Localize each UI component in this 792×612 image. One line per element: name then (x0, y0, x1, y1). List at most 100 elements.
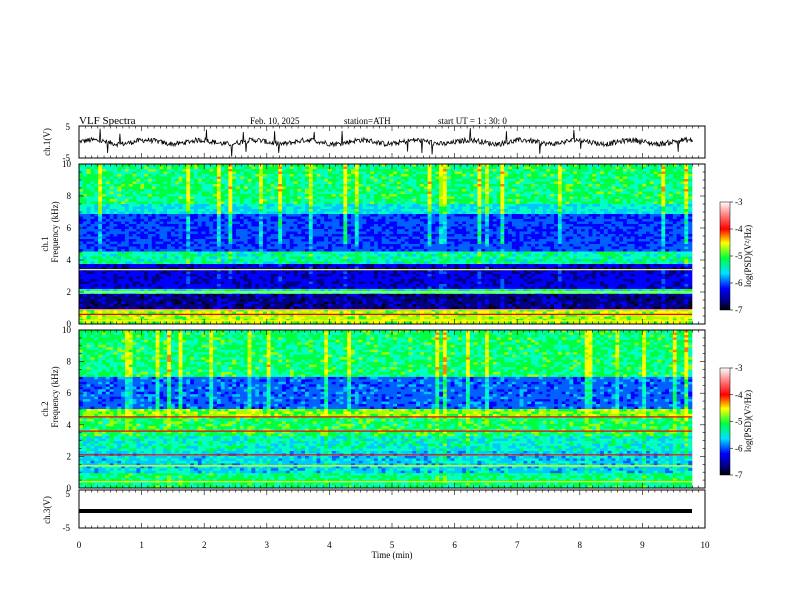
spectrogram-cell (649, 191, 654, 195)
spectrogram-cell (669, 224, 674, 227)
spectrogram-cell (159, 169, 164, 172)
spectrogram-cell (665, 196, 670, 200)
spectrogram-cell (649, 171, 654, 175)
spectrogram-cell (569, 179, 574, 182)
spectrogram-cell (82, 229, 87, 232)
spectrogram-cell (634, 209, 639, 212)
spectrogram-cell (550, 174, 555, 177)
spectrogram-cell (542, 164, 547, 167)
spectrogram-cell (163, 169, 168, 172)
spectrogram-cell (600, 176, 605, 180)
spectrogram-cell (573, 219, 578, 222)
spectrogram-cell (124, 211, 130, 215)
spectrogram-cell (155, 189, 160, 192)
spectrogram-cell (615, 181, 620, 185)
spectrogram-cell (201, 229, 206, 232)
spectrogram-cell (408, 174, 413, 177)
spectrogram-cell (224, 219, 229, 222)
spectrogram-cell (255, 209, 260, 212)
spectrogram-cell (170, 221, 176, 225)
spectrogram-cell (454, 239, 459, 242)
spectrogram-cell (358, 211, 363, 215)
spectrogram-cell (488, 191, 494, 195)
spectrogram-cell (500, 221, 505, 225)
spectrogram-cell (297, 174, 302, 177)
spectrogram-cell (442, 174, 448, 177)
spectrogram-cell (320, 204, 325, 207)
spectrogram-cell (638, 211, 643, 215)
spectrogram-cell (649, 176, 654, 180)
spectrogram-cell (301, 221, 306, 225)
spectrogram-cell (554, 201, 559, 205)
spectrogram-cell (630, 181, 635, 185)
spectrogram-cell (611, 201, 616, 205)
spectrogram-cell (213, 191, 218, 195)
spectrogram-cell (469, 209, 474, 212)
spectrogram-cell (354, 229, 359, 232)
spectrogram-cell (511, 189, 517, 192)
spectrogram-cell (328, 186, 333, 190)
spectrogram-cell (416, 191, 421, 195)
spectrogram-cell (132, 229, 137, 232)
spectrogram-cell (488, 164, 494, 167)
spectrogram-cell (335, 226, 340, 230)
spectrogram-cell (186, 219, 191, 222)
spectrogram-cell (205, 189, 210, 192)
spectrogram-cell (442, 204, 448, 207)
spectrogram-cell (477, 191, 482, 195)
spectrogram-cell (385, 204, 390, 207)
spectrogram-cell (86, 186, 91, 190)
spectrogram-cell (266, 181, 271, 185)
spectrogram-cell (278, 169, 283, 172)
spectrogram-cell (274, 201, 279, 205)
spectrogram-cell (193, 164, 199, 167)
spectrogram-cell (282, 184, 287, 187)
spectrogram-cell (408, 229, 413, 232)
spectrogram-cell (370, 236, 375, 240)
spectrogram-cell (488, 221, 494, 225)
spectrogram-cell (301, 211, 306, 215)
spectrogram-cell (121, 196, 126, 200)
spectrogram-cell (370, 214, 375, 217)
spectrogram-cell (550, 196, 555, 200)
spectrogram-cell (220, 201, 225, 205)
spectrogram-cell (669, 199, 674, 202)
spectrogram-cell (446, 236, 451, 240)
spectrogram-cell (638, 234, 643, 237)
spectrogram-cell (331, 194, 336, 197)
spectrogram-cell (389, 239, 394, 242)
spectrogram-cell (159, 221, 164, 225)
spectrogram-cell (305, 234, 310, 237)
spectrogram-cell (454, 219, 459, 222)
spectrogram-cell (439, 214, 444, 217)
spectrogram-cell (216, 211, 222, 215)
date-label: Feb. 10, 2025 (250, 116, 300, 126)
spectrogram-cell (374, 191, 379, 195)
spectrogram-cell (339, 164, 344, 167)
spectrogram-cell (343, 221, 348, 225)
spectrogram-cell (159, 236, 164, 240)
spectrogram-cell (416, 189, 421, 192)
spectrogram-cell (400, 174, 405, 177)
spectrogram-cell (82, 164, 87, 167)
spectrogram-cell (220, 221, 225, 225)
spectrogram-cell (266, 164, 271, 167)
spectrogram-cell (232, 211, 237, 215)
spectrogram-cell (343, 214, 348, 217)
spectrogram-cell (362, 179, 367, 182)
spectrogram-cell (82, 201, 87, 205)
spectrogram-cell (79, 214, 84, 217)
spectrogram-cell (140, 236, 145, 240)
spectrogram-cell (82, 181, 87, 185)
spectrogram-cell (289, 176, 294, 180)
spectrogram-cell (554, 216, 559, 220)
spectrogram-cell (519, 204, 524, 207)
spectrogram-cell (289, 189, 294, 192)
spectrogram-cell (603, 229, 609, 232)
spectrogram-cell (105, 194, 110, 197)
spectrogram-cell (619, 199, 624, 202)
spectrogram-cell (370, 164, 375, 167)
spectrogram-cell (573, 196, 578, 200)
spectrogram-cell (144, 166, 149, 170)
spectrogram-cell (182, 234, 187, 237)
